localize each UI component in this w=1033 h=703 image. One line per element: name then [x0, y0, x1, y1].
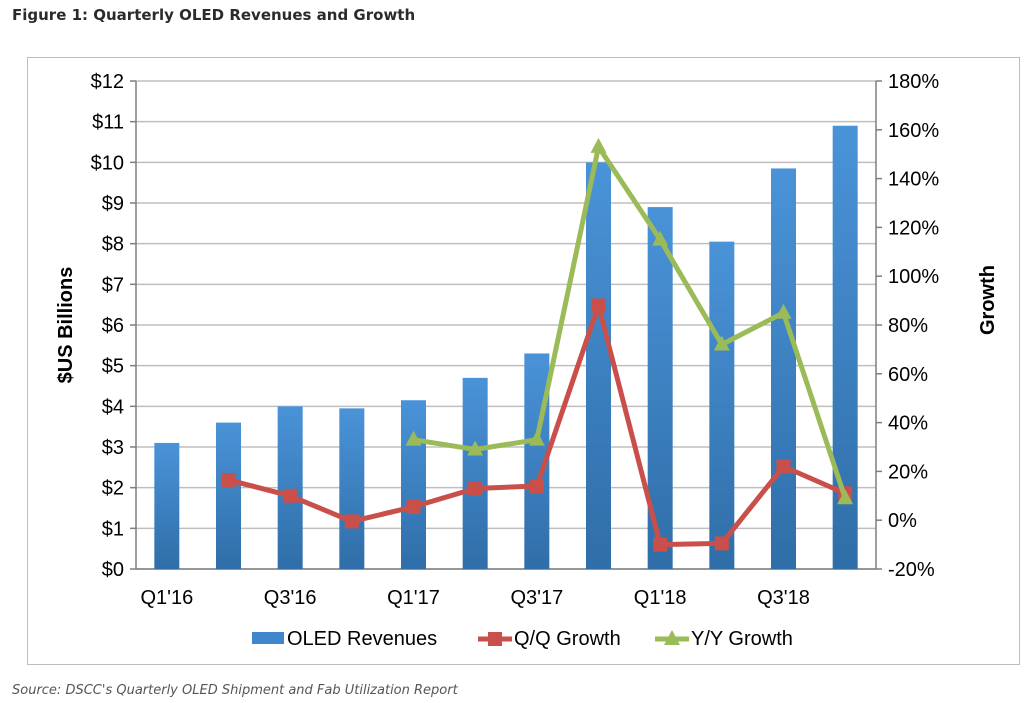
bar-oled-revenue — [277, 406, 303, 569]
legend-marker-qq-growth — [488, 632, 502, 646]
bar-oled-revenue — [154, 442, 180, 569]
qq-growth-point — [406, 499, 421, 514]
qq-growth-point — [529, 479, 544, 494]
x-tick-label: Q3'16 — [264, 587, 317, 609]
y-right-axis-title: Growth — [977, 265, 999, 335]
bar-oled-revenue — [401, 400, 426, 569]
y-left-tick-label: $9 — [102, 193, 124, 215]
y-right-tick-label: -20% — [888, 559, 935, 581]
yy-growth-point — [652, 230, 669, 246]
y-right-tick-label: 80% — [888, 315, 928, 337]
oled-revenue-chart: $0 $1 $2 $3 $4 $5 $6 $7 $8 $9 $10 $11 $12 -20% 0% 20% 40… — [55, 71, 999, 650]
y-left-tick-label: $12 — [91, 71, 124, 93]
qq-growth-point — [776, 459, 791, 474]
qq-growth-point — [283, 488, 298, 503]
y-left-axis-title: $US Billions — [55, 267, 77, 384]
yy-growth-point — [405, 430, 422, 446]
legend-marker-yy-growth — [664, 630, 680, 645]
yy-growth-point — [775, 303, 792, 319]
bar-oled-revenue — [339, 408, 365, 569]
qq-growth-point — [221, 472, 236, 487]
y-right-tick-label: 180% — [888, 71, 939, 93]
yy-growth-point — [467, 440, 484, 456]
yy-growth-point — [837, 489, 854, 505]
y-right-tick-label: 100% — [888, 266, 939, 288]
y-left-tick-label: $10 — [91, 152, 124, 174]
y-right-tick-label: 40% — [888, 413, 928, 435]
legend-swatch-oled-revenues — [252, 632, 284, 644]
y-left-tick-label: $11 — [92, 112, 124, 134]
x-tick-label: Q3'18 — [757, 587, 810, 609]
line-yy-growth — [413, 144, 848, 500]
y-right-tick-label: 120% — [888, 217, 939, 239]
y-right-tick-label: 60% — [888, 364, 928, 386]
x-tick-label: Q3'17 — [510, 587, 563, 609]
y-left-tick-label: $6 — [102, 315, 124, 337]
x-tick-label: Q1'18 — [634, 587, 687, 609]
yy-growth-point — [528, 430, 545, 446]
bar-oled-revenue — [462, 377, 488, 569]
y-left-tick-label: $4 — [102, 396, 124, 418]
y-left-tick-label: $0 — [102, 559, 124, 581]
bar-oled-revenue — [586, 162, 611, 569]
qq-growth-point — [653, 537, 668, 552]
y-left-tick-label: $8 — [102, 234, 124, 256]
legend-label-yy-growth: Y/Y Growth — [691, 628, 793, 650]
x-tick-label: Q1'17 — [387, 587, 440, 609]
y-left-tick-label: $2 — [102, 478, 124, 500]
y-right-tick-label: 160% — [888, 120, 939, 142]
qq-growth-point — [344, 514, 359, 529]
source-note: Source: DSCC's Quarterly OLED Shipment a… — [12, 683, 458, 698]
y-right-tick-label: 0% — [888, 510, 917, 532]
qq-growth-point — [468, 481, 483, 496]
figure-title: Figure 1: Quarterly OLED Revenues and Gr… — [12, 6, 416, 24]
y-right-tick-label: 140% — [888, 169, 939, 191]
y-left-tick-label: $7 — [102, 274, 124, 296]
y-left-tick-label: $1 — [102, 518, 124, 540]
x-tick-label: Q1'16 — [140, 587, 193, 609]
qq-growth-point — [591, 298, 606, 313]
y-left-tick-label: $3 — [102, 437, 124, 459]
legend-label-oled-revenues: OLED Revenues — [287, 628, 437, 650]
bar-oled-revenue — [709, 241, 735, 569]
yy-growth-point — [590, 137, 607, 153]
y-right-tick-label: 20% — [888, 461, 928, 483]
bar-oled-revenue — [216, 422, 241, 569]
legend-label-qq-growth: Q/Q Growth — [514, 628, 621, 650]
qq-growth-point — [714, 536, 729, 551]
yy-growth-point — [713, 335, 730, 351]
bar-oled-revenue — [771, 168, 796, 569]
y-left-tick-label: $5 — [102, 356, 124, 378]
chart-frame: $0 $1 $2 $3 $4 $5 $6 $7 $8 $9 $10 $11 $12 -20% 0% 20% 40… — [27, 57, 1020, 665]
